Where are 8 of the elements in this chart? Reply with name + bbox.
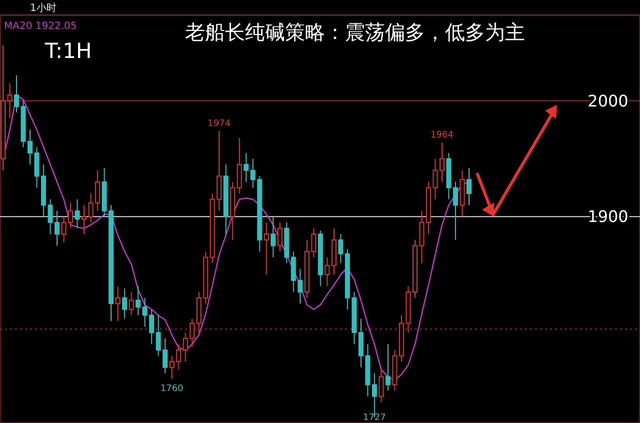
text: 1小时	[30, 2, 56, 14]
annotation: 1760	[160, 384, 184, 394]
chart-title: 老船长纯碱策略：震荡偏多，低多为主	[185, 20, 525, 44]
annotation: 1727	[362, 413, 386, 423]
annotation: 1964	[430, 130, 454, 140]
annotation: 1974	[208, 118, 231, 129]
legend: MA20 1922.05	[4, 21, 77, 32]
annotation: T:1H	[44, 39, 92, 63]
